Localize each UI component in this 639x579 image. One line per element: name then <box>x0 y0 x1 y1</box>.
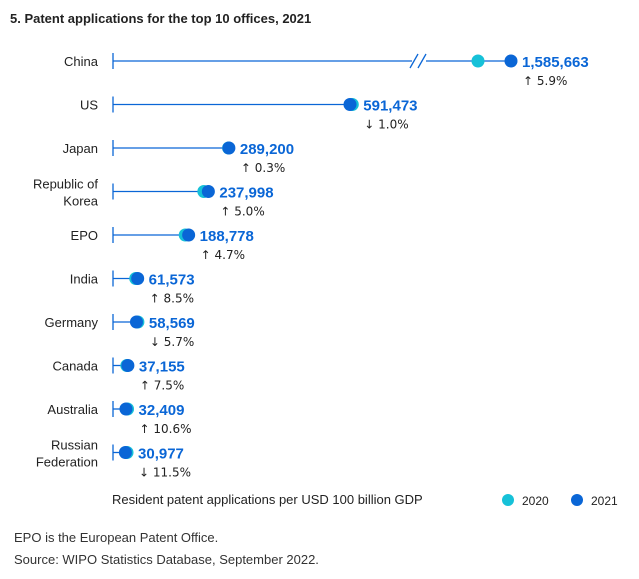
change-label: ↓ 1.0% <box>364 118 408 132</box>
footer-note: EPO is the European Patent Office. <box>14 530 219 545</box>
legend-marker-2020 <box>502 494 514 506</box>
value-label: 30,977 <box>138 446 184 463</box>
legend-marker-2021 <box>571 494 583 506</box>
value-label: 37,155 <box>139 359 185 376</box>
change-label: ↑ 5.9% <box>523 74 567 88</box>
value-label: 237,998 <box>219 185 273 202</box>
patent-dot-chart: 5. Patent applications for the top 10 of… <box>10 11 618 508</box>
dot-2021 <box>222 141 236 155</box>
value-label: 1,585,663 <box>522 54 589 71</box>
value-label: 61,573 <box>149 272 195 289</box>
value-label: 289,200 <box>240 141 294 158</box>
category-label: Federation <box>36 455 98 470</box>
category-label: Republic of <box>33 177 98 192</box>
value-label: 591,473 <box>363 98 417 115</box>
category-label: Germany <box>45 315 99 330</box>
dot-2020 <box>471 54 485 68</box>
category-label: Russian <box>51 438 98 453</box>
category-label: Canada <box>52 359 98 374</box>
legend: 2020 2021 <box>502 494 618 508</box>
dot-2021 <box>201 185 215 198</box>
change-label: ↑ 10.6% <box>140 422 192 436</box>
category-label: China <box>64 54 99 69</box>
legend-label-2021: 2021 <box>591 494 618 508</box>
change-label: ↑ 0.3% <box>241 161 285 175</box>
dot-2021 <box>129 315 143 329</box>
category-label: EPO <box>71 228 98 243</box>
change-label: ↓ 5.7% <box>150 335 194 349</box>
value-label: 32,409 <box>139 402 185 419</box>
dot-2021 <box>119 402 133 416</box>
chart-title: 5. Patent applications for the top 10 of… <box>10 11 311 26</box>
change-label: ↓ 11.5% <box>139 466 191 480</box>
dot-2021 <box>504 54 518 68</box>
change-label: ↑ 4.7% <box>201 248 245 262</box>
dot-2021 <box>118 446 132 459</box>
dot-2021 <box>343 98 357 111</box>
value-label: 188,778 <box>200 228 254 245</box>
dot-2021 <box>121 359 135 372</box>
axis-break-mark <box>409 53 419 69</box>
dot-2021 <box>131 272 145 285</box>
legend-label-2020: 2020 <box>522 494 549 508</box>
dot-2021 <box>182 228 196 242</box>
value-label: 58,569 <box>149 315 195 332</box>
category-label: Japan <box>63 141 98 156</box>
change-label: ↑ 7.5% <box>140 379 184 393</box>
change-label: ↑ 8.5% <box>150 292 194 306</box>
category-label: US <box>80 98 98 113</box>
axis-break-mark <box>417 53 427 69</box>
category-label: Korea <box>63 194 98 209</box>
x-axis-label: Resident patent applications per USD 100… <box>112 492 423 507</box>
change-label: ↑ 5.0% <box>220 205 264 219</box>
category-label: India <box>70 272 99 287</box>
category-label: Australia <box>47 402 98 417</box>
footer-source: Source: WIPO Statistics Database, Septem… <box>14 552 319 567</box>
